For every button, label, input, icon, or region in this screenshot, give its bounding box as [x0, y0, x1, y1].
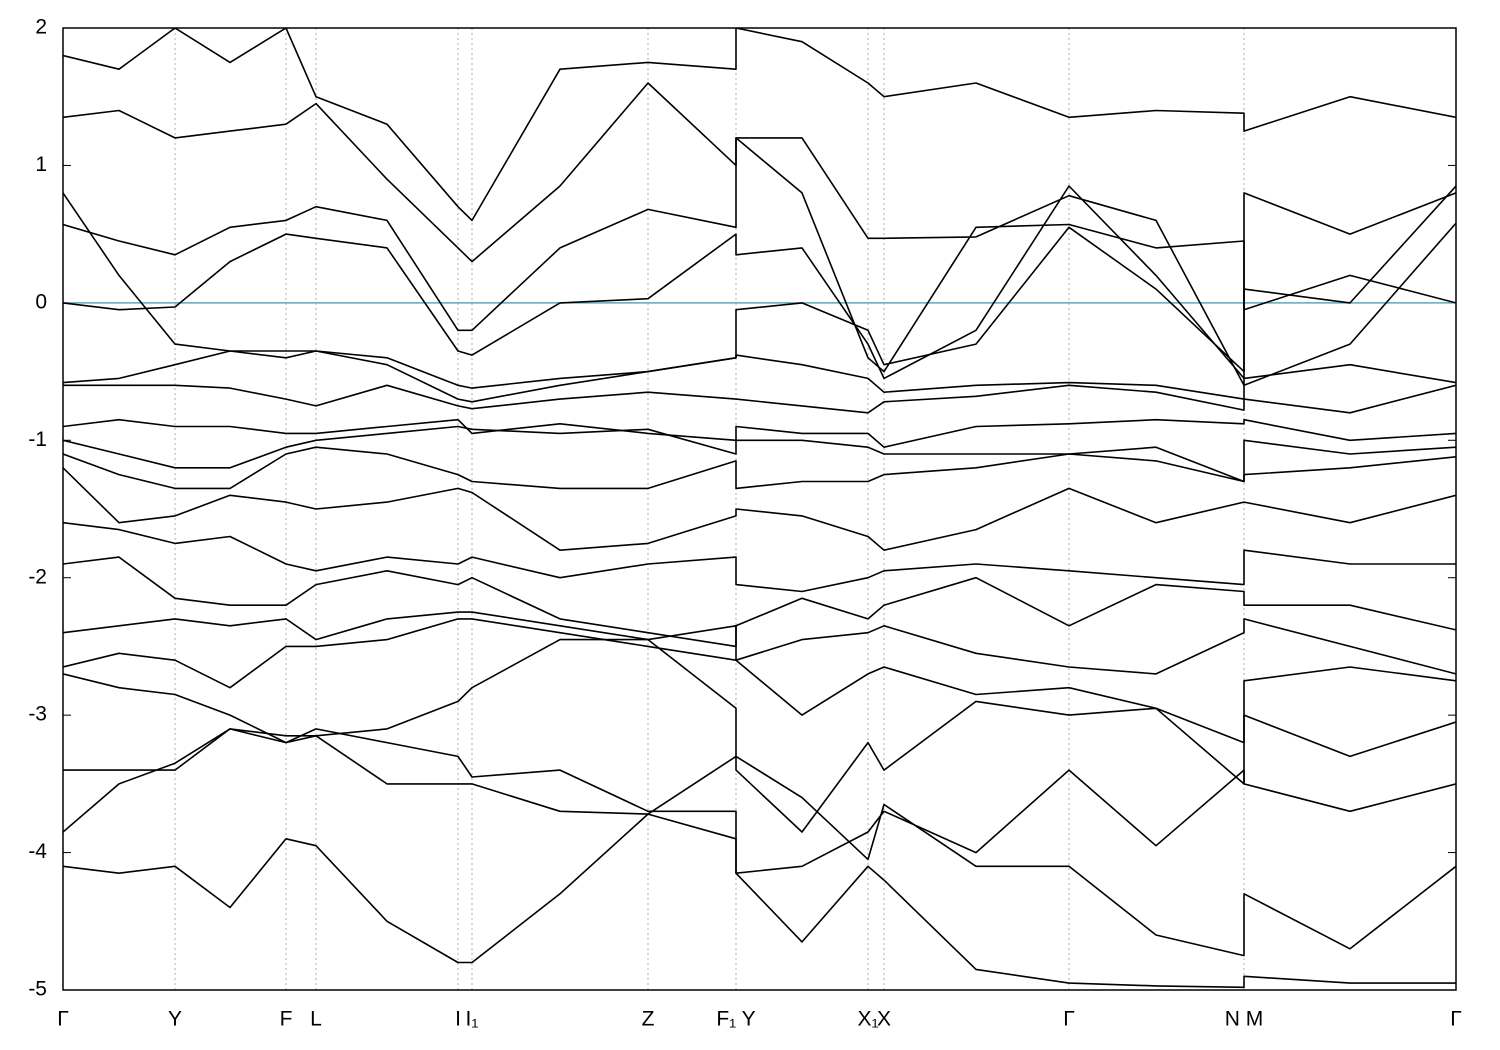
band-line [63, 384, 1456, 414]
band-line [63, 638, 1456, 833]
band-line [63, 611, 1456, 675]
band-line [63, 425, 1456, 483]
band-line [63, 82, 1456, 373]
band-line [63, 185, 1456, 380]
band-line [63, 618, 1456, 744]
x-tick-label: Γ [57, 1008, 69, 1031]
y-tick-label: -2 [28, 565, 47, 588]
plot-frame [62, 27, 1457, 991]
labels-layer: -5 -4 -3 -2 -1 0 1 2 Γ Y F L I I₁ Z F₁ Y X₁X Γ N M Γ [28, 16, 1461, 1031]
band-line [63, 446, 1456, 490]
x-tick-label: F [280, 1008, 293, 1031]
band-line [63, 728, 1456, 957]
bands-layer [63, 28, 1456, 989]
x-tick-label: Y [168, 1008, 182, 1031]
y-tick-label: -1 [28, 428, 47, 451]
band-line [63, 350, 1456, 403]
band-line [63, 467, 1456, 551]
x-tick-label: I₁ [466, 1008, 479, 1031]
x-tick-label: N M [1225, 1008, 1264, 1031]
band-line [63, 137, 1456, 387]
band-line [63, 418, 1456, 448]
y-tick-label: -5 [28, 978, 47, 1001]
x-tick-label: Γ [1063, 1008, 1075, 1031]
y-tick-label: -4 [28, 840, 47, 863]
y-tick-label: -3 [28, 703, 47, 726]
y-tick-label: 2 [35, 16, 47, 39]
x-tick-label: X₁ [857, 1008, 878, 1031]
x-tick-label: I [455, 1008, 461, 1031]
x-tick-label: X [877, 1008, 891, 1031]
band-line [63, 521, 1456, 593]
band-line [63, 556, 1456, 648]
grid-layer [62, 27, 1457, 991]
x-tick-label: F₁ Y [716, 1008, 755, 1031]
y-tick-label: 1 [35, 153, 47, 176]
band-line [63, 728, 1456, 874]
x-tick-label: Z [642, 1008, 655, 1031]
x-tick-label: L [310, 1008, 322, 1031]
y-tick-label: 0 [35, 290, 47, 313]
x-tick-label: Γ [1450, 1008, 1462, 1031]
band-line [63, 813, 1456, 989]
band-line [63, 28, 1456, 222]
